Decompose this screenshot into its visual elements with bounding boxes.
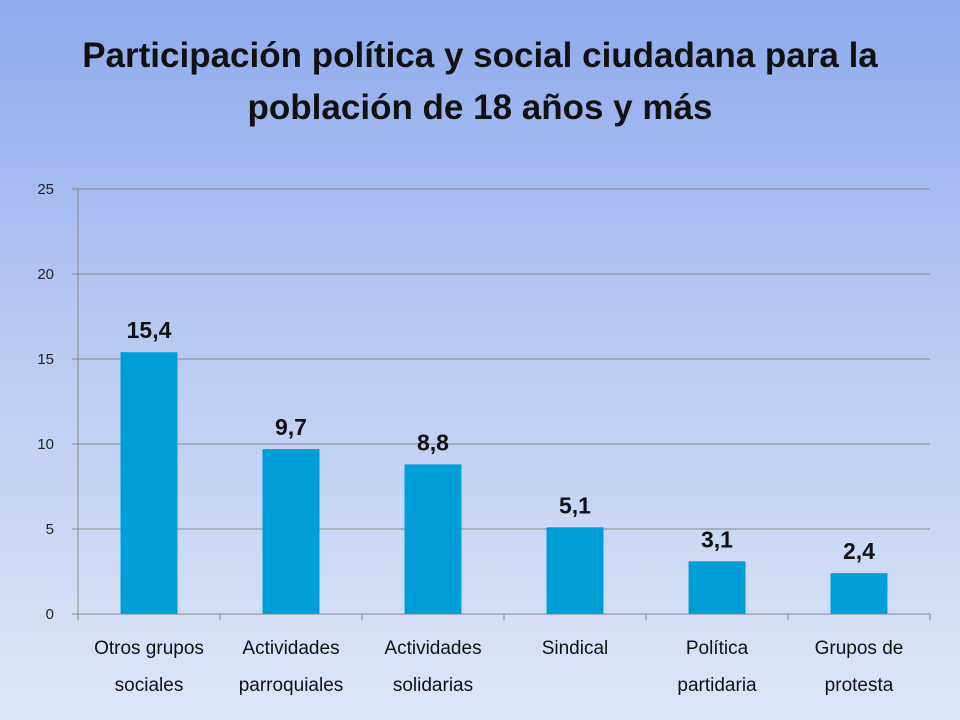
y-tick-label: 0 bbox=[46, 606, 54, 623]
category-label: sociales bbox=[115, 675, 184, 696]
category-label: Actividades bbox=[384, 638, 481, 659]
bar-3 bbox=[546, 527, 604, 614]
data-label: 3,1 bbox=[701, 526, 733, 552]
bar-0 bbox=[120, 352, 178, 614]
category-label: parroquiales bbox=[239, 675, 344, 696]
category-label: protesta bbox=[825, 675, 894, 696]
category-label: Otros grupos bbox=[94, 638, 204, 659]
chart-title-line-2: población de 18 años y más bbox=[247, 88, 713, 127]
data-label: 2,4 bbox=[843, 538, 875, 564]
category-label: solidarias bbox=[393, 675, 473, 696]
chart-title-line-1: Participación política y social ciudadan… bbox=[82, 36, 878, 75]
bar-5 bbox=[830, 573, 888, 614]
y-tick-label: 5 bbox=[46, 521, 54, 538]
category-label: Política bbox=[686, 638, 749, 659]
bar-2 bbox=[404, 464, 462, 614]
bar-4 bbox=[688, 561, 746, 614]
category-label: Sindical bbox=[542, 638, 609, 659]
category-label: Actividades bbox=[242, 638, 339, 659]
data-label: 15,4 bbox=[127, 317, 172, 343]
y-tick-label: 20 bbox=[37, 266, 54, 283]
y-tick-label: 10 bbox=[37, 436, 54, 453]
y-tick-label: 15 bbox=[37, 351, 54, 368]
bar-1 bbox=[262, 449, 320, 614]
data-label: 5,1 bbox=[559, 492, 591, 518]
data-label: 9,7 bbox=[275, 414, 307, 440]
category-label: Grupos de bbox=[815, 638, 904, 659]
chart-title: Participación política y social ciudadan… bbox=[20, 30, 940, 134]
data-label: 8,8 bbox=[417, 429, 449, 455]
category-label: partidaria bbox=[677, 675, 757, 696]
y-tick-label: 25 bbox=[37, 181, 54, 198]
